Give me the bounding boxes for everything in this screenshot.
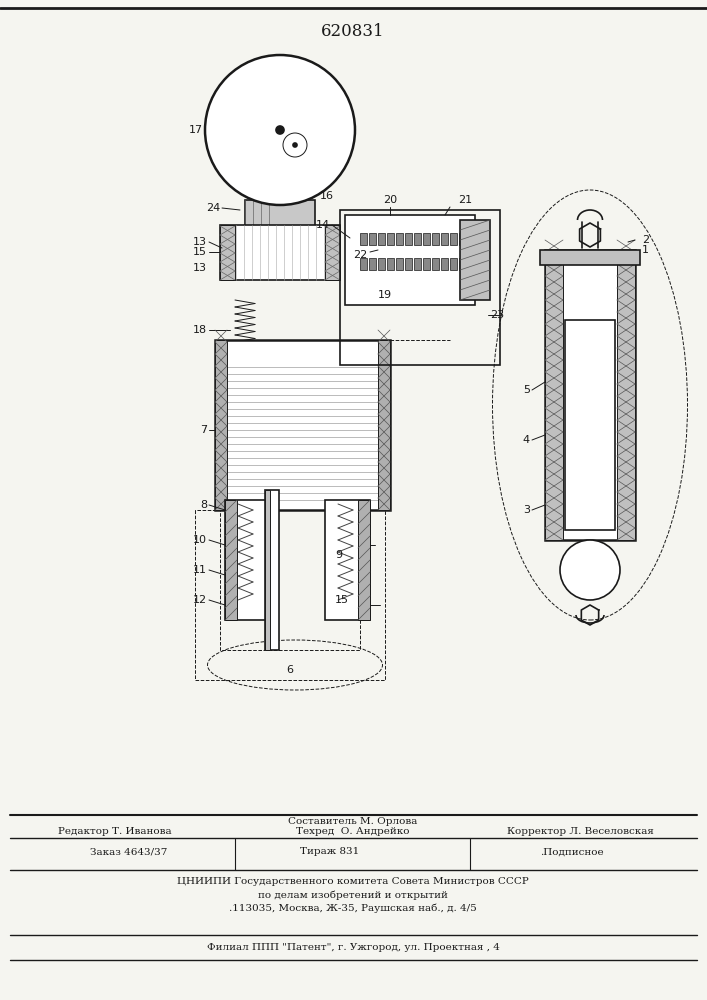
Circle shape <box>560 540 620 600</box>
Bar <box>540 250 640 265</box>
Text: 23: 23 <box>490 310 504 320</box>
Text: 19: 19 <box>378 290 392 300</box>
Bar <box>460 220 490 300</box>
Bar <box>459 233 466 245</box>
Text: 7: 7 <box>200 425 207 435</box>
Text: 620831: 620831 <box>321 23 385 40</box>
Text: Тираж 831: Тираж 831 <box>300 848 360 856</box>
Text: 12: 12 <box>193 595 207 605</box>
Text: 10: 10 <box>193 535 207 545</box>
Bar <box>215 340 390 510</box>
Text: 4: 4 <box>523 435 530 445</box>
Text: 11: 11 <box>193 565 207 575</box>
Bar <box>265 490 279 650</box>
Bar <box>423 258 430 270</box>
Text: 15: 15 <box>335 595 349 605</box>
Bar <box>262 195 298 205</box>
Circle shape <box>283 133 307 157</box>
Text: 20: 20 <box>383 195 397 205</box>
Text: 24: 24 <box>206 203 220 213</box>
Bar <box>545 250 563 540</box>
Bar <box>369 233 376 245</box>
Bar <box>423 233 430 245</box>
Bar <box>450 233 457 245</box>
Bar <box>396 233 403 245</box>
Bar <box>617 250 635 540</box>
Text: 1: 1 <box>642 245 649 255</box>
Text: .Подписное: .Подписное <box>540 848 604 856</box>
Bar <box>220 225 340 280</box>
Text: ЦНИИПИ Государственного комитета Совета Министров СССР: ЦНИИПИ Государственного комитета Совета … <box>177 878 529 886</box>
Bar <box>432 258 439 270</box>
Text: 17: 17 <box>189 125 203 135</box>
Text: 13: 13 <box>193 263 207 273</box>
Text: 9: 9 <box>335 550 342 560</box>
Text: 16: 16 <box>320 191 334 201</box>
Text: 13: 13 <box>193 237 207 247</box>
Bar <box>387 233 394 245</box>
Text: 18: 18 <box>193 325 207 335</box>
Bar <box>265 490 270 650</box>
Bar <box>345 215 475 305</box>
Bar <box>545 250 635 540</box>
Text: 22: 22 <box>353 250 367 260</box>
Text: Филиал ППП "Патент", г. Ужгород, ул. Проектная , 4: Филиал ППП "Патент", г. Ужгород, ул. Про… <box>206 942 499 952</box>
Bar <box>358 500 370 620</box>
Bar <box>414 233 421 245</box>
Bar <box>225 500 270 620</box>
Bar <box>325 225 340 280</box>
Bar <box>441 233 448 245</box>
Bar <box>459 258 466 270</box>
Text: 8: 8 <box>200 500 207 510</box>
Text: Заказ 4643/37: Заказ 4643/37 <box>90 848 168 856</box>
Circle shape <box>276 126 284 134</box>
Text: 5: 5 <box>523 385 530 395</box>
Bar <box>378 340 390 510</box>
Text: по делам изобретений и открытий: по делам изобретений и открытий <box>258 890 448 900</box>
Bar <box>396 258 403 270</box>
Bar <box>378 233 385 245</box>
Text: Составитель М. Орлова: Составитель М. Орлова <box>288 816 418 826</box>
Text: 2: 2 <box>642 235 649 245</box>
Bar <box>325 500 370 620</box>
Bar <box>360 233 367 245</box>
Text: .113035, Москва, Ж-35, Раушская наб., д. 4/5: .113035, Москва, Ж-35, Раушская наб., д.… <box>229 903 477 913</box>
Circle shape <box>205 55 355 205</box>
Text: 14: 14 <box>316 220 330 230</box>
Bar <box>450 258 457 270</box>
Bar <box>432 233 439 245</box>
Text: 3: 3 <box>523 505 530 515</box>
Bar <box>378 258 385 270</box>
Bar <box>245 200 315 230</box>
Bar <box>405 258 412 270</box>
Bar <box>369 258 376 270</box>
Bar <box>225 500 237 620</box>
Text: Корректор Л. Веселовская: Корректор Л. Веселовская <box>506 826 653 836</box>
Text: 6: 6 <box>286 665 293 675</box>
Bar <box>387 258 394 270</box>
Bar <box>360 258 367 270</box>
Bar <box>405 233 412 245</box>
Bar <box>565 320 615 530</box>
Text: 21: 21 <box>458 195 472 205</box>
Text: 15: 15 <box>193 247 207 257</box>
Bar <box>441 258 448 270</box>
Bar <box>340 210 500 365</box>
Bar <box>414 258 421 270</box>
Circle shape <box>293 143 297 147</box>
Text: Техред  О. Андрейко: Техред О. Андрейко <box>296 826 410 836</box>
Text: Редактор Т. Иванова: Редактор Т. Иванова <box>58 826 172 836</box>
Bar <box>215 340 227 510</box>
Bar <box>220 225 235 280</box>
